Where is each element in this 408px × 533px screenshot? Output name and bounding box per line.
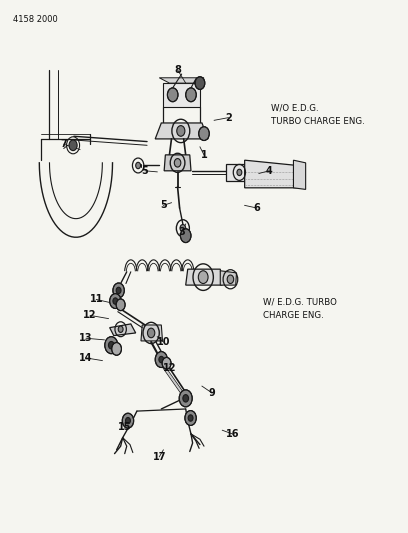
Text: 3: 3	[178, 227, 185, 237]
Text: 5: 5	[142, 166, 149, 176]
Text: 7: 7	[60, 139, 67, 149]
Circle shape	[186, 88, 196, 102]
Text: 2: 2	[225, 112, 232, 123]
Polygon shape	[110, 324, 136, 336]
Circle shape	[113, 283, 124, 298]
Text: W/O E.D.G.
TURBO CHARGE ENG.: W/O E.D.G. TURBO CHARGE ENG.	[271, 103, 365, 126]
Circle shape	[180, 229, 191, 243]
Circle shape	[110, 294, 121, 309]
Polygon shape	[226, 164, 253, 181]
Text: 8: 8	[174, 65, 181, 75]
Polygon shape	[155, 123, 208, 139]
Circle shape	[199, 127, 209, 141]
Text: 15: 15	[118, 422, 131, 432]
Circle shape	[109, 342, 114, 349]
Circle shape	[126, 417, 131, 424]
Text: 1: 1	[201, 150, 207, 160]
Polygon shape	[141, 325, 162, 341]
Circle shape	[195, 77, 205, 90]
Circle shape	[162, 358, 171, 369]
Circle shape	[180, 224, 186, 232]
Text: 17: 17	[153, 452, 166, 462]
Circle shape	[105, 337, 118, 354]
Circle shape	[116, 299, 125, 311]
Circle shape	[185, 410, 196, 425]
Polygon shape	[186, 269, 222, 285]
Polygon shape	[163, 83, 200, 107]
Text: 16: 16	[226, 429, 239, 439]
Circle shape	[155, 352, 167, 368]
Text: 9: 9	[209, 388, 215, 398]
Circle shape	[237, 169, 242, 175]
Circle shape	[116, 287, 121, 294]
Circle shape	[227, 275, 234, 284]
Text: 6: 6	[253, 203, 260, 213]
Polygon shape	[220, 271, 237, 285]
Text: 12: 12	[83, 310, 97, 320]
Text: 4158 2000: 4158 2000	[13, 15, 58, 24]
Circle shape	[118, 326, 123, 333]
Circle shape	[167, 88, 178, 102]
Circle shape	[177, 126, 185, 136]
Text: 4: 4	[266, 166, 273, 176]
Text: 11: 11	[89, 294, 103, 304]
Circle shape	[122, 413, 134, 428]
Circle shape	[198, 271, 208, 284]
Text: 10: 10	[157, 337, 170, 347]
Circle shape	[69, 140, 77, 151]
Circle shape	[179, 390, 192, 407]
Circle shape	[136, 163, 141, 168]
Text: 12: 12	[163, 362, 176, 373]
Text: W/ E.D.G. TURBO
CHARGE ENG.: W/ E.D.G. TURBO CHARGE ENG.	[263, 297, 337, 320]
Polygon shape	[293, 160, 306, 189]
Circle shape	[112, 343, 122, 356]
Text: 14: 14	[79, 353, 93, 363]
Text: 13: 13	[79, 333, 93, 343]
Text: 5: 5	[160, 200, 167, 211]
Circle shape	[183, 394, 188, 402]
Circle shape	[174, 159, 181, 167]
Circle shape	[159, 357, 164, 363]
Circle shape	[147, 328, 155, 338]
Polygon shape	[164, 155, 191, 171]
Polygon shape	[245, 160, 297, 188]
Circle shape	[113, 298, 118, 304]
Circle shape	[188, 415, 193, 421]
Polygon shape	[159, 78, 204, 83]
